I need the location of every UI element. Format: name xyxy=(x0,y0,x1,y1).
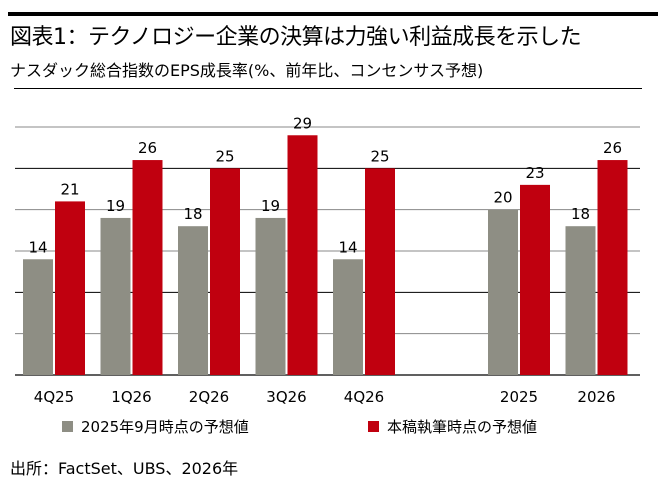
x-tick-label: 1Q26 xyxy=(111,388,151,406)
top-rule xyxy=(8,12,658,16)
data-label: 26 xyxy=(603,139,622,157)
legend-item-september: 2025年9月時点の予想値 xyxy=(62,416,249,437)
data-label: 19 xyxy=(106,197,125,215)
data-label: 26 xyxy=(138,139,157,157)
subtitle-rule xyxy=(14,88,642,89)
x-tick-label: 2026 xyxy=(577,388,615,406)
bar-september-forecast xyxy=(23,259,53,375)
bar-september-forecast xyxy=(100,217,131,375)
bar-september-forecast xyxy=(178,226,208,375)
bar-september-forecast xyxy=(255,217,286,375)
bar-current-forecast xyxy=(287,135,318,375)
source-note: 出所：FactSet、UBS、2026年 xyxy=(10,459,239,478)
bar-current-forecast xyxy=(597,160,628,375)
x-tick-label: 3Q26 xyxy=(266,388,306,406)
bar-current-forecast xyxy=(55,201,85,375)
x-tick-label: 4Q25 xyxy=(34,388,74,406)
bar-september-forecast xyxy=(565,226,596,375)
bar-current-forecast xyxy=(210,168,240,375)
data-label: 20 xyxy=(493,189,512,207)
legend-swatch-red xyxy=(368,421,379,432)
bar-september-forecast xyxy=(333,259,363,375)
bar-chart: 14 21 4Q25 19 26 1Q26 18 25 2Q26 19 29 3Q26 14 25 4Q26… xyxy=(15,114,640,406)
bar-current-forecast xyxy=(520,184,550,375)
chart-title: 図表1：テクノロジー企業の決算は力強い利益成長を示した xyxy=(10,25,582,50)
legend-label: 2025年9月時点の予想値 xyxy=(81,418,249,436)
data-label: 25 xyxy=(370,147,389,165)
legend-item-current: 本稿執筆時点の予想値 xyxy=(368,416,537,437)
bar-current-forecast xyxy=(365,168,395,375)
legend-label: 本稿執筆時点の予想値 xyxy=(387,418,538,436)
data-label: 25 xyxy=(215,147,234,165)
data-label: 18 xyxy=(183,205,202,223)
data-label: 14 xyxy=(28,238,47,256)
bar-current-forecast xyxy=(132,160,163,375)
data-label: 29 xyxy=(293,114,312,132)
data-label: 19 xyxy=(261,197,280,215)
x-tick-label: 2025 xyxy=(500,388,538,406)
data-label: 14 xyxy=(338,238,357,256)
data-label: 23 xyxy=(525,164,544,182)
data-label: 18 xyxy=(571,205,590,223)
chart-subtitle: ナスダック総合指数のEPS成長率(%、前年比、コンセンサス予想) xyxy=(10,61,484,80)
x-tick-label: 2Q26 xyxy=(189,388,229,406)
data-label: 21 xyxy=(60,180,79,198)
legend-swatch-gray xyxy=(62,421,73,432)
bar-september-forecast xyxy=(488,209,518,375)
x-tick-label: 4Q26 xyxy=(344,388,384,406)
